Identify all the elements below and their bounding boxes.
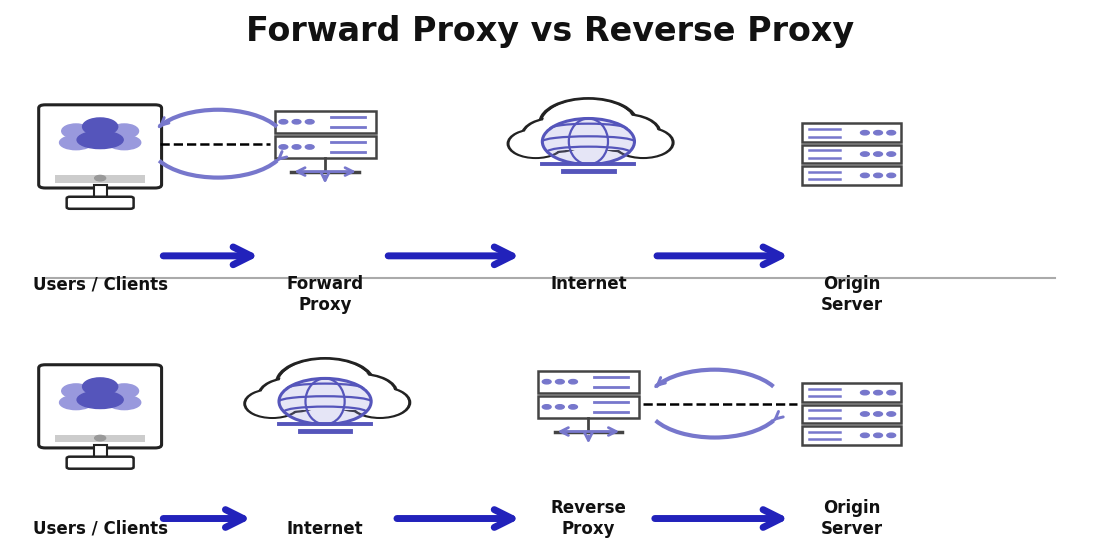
Circle shape: [614, 128, 673, 157]
Bar: [265, 398, 385, 412]
Circle shape: [860, 412, 869, 416]
Bar: [94, 444, 107, 458]
Bar: [275, 111, 375, 133]
Circle shape: [110, 124, 139, 138]
Circle shape: [556, 405, 564, 409]
Circle shape: [95, 436, 106, 441]
Circle shape: [873, 173, 882, 178]
FancyBboxPatch shape: [67, 197, 133, 209]
Bar: [55, 119, 145, 172]
Circle shape: [616, 129, 671, 156]
Bar: [55, 379, 145, 432]
Bar: [802, 405, 901, 424]
Bar: [802, 123, 901, 142]
Circle shape: [82, 118, 118, 135]
Circle shape: [887, 173, 895, 178]
Ellipse shape: [108, 395, 141, 410]
Text: Users / Clients: Users / Clients: [33, 275, 167, 293]
Bar: [538, 396, 639, 418]
Circle shape: [860, 433, 869, 438]
Circle shape: [873, 433, 882, 438]
Circle shape: [82, 378, 118, 395]
Circle shape: [306, 119, 315, 124]
Circle shape: [508, 130, 563, 157]
Bar: [528, 138, 649, 152]
Circle shape: [887, 433, 895, 438]
Circle shape: [327, 376, 394, 409]
Text: Internet: Internet: [550, 275, 627, 293]
Ellipse shape: [77, 131, 123, 149]
Circle shape: [324, 375, 396, 411]
Circle shape: [887, 152, 895, 156]
Text: Users / Clients: Users / Clients: [33, 520, 167, 538]
Bar: [94, 185, 107, 199]
Bar: [802, 383, 901, 402]
Circle shape: [873, 412, 882, 416]
Text: Internet: Internet: [287, 520, 363, 538]
Circle shape: [510, 131, 561, 156]
Circle shape: [556, 379, 564, 384]
Ellipse shape: [59, 135, 92, 150]
Circle shape: [860, 130, 869, 135]
Circle shape: [95, 175, 106, 181]
Circle shape: [542, 405, 551, 409]
Circle shape: [543, 101, 634, 145]
Circle shape: [246, 391, 298, 416]
Bar: [267, 398, 383, 410]
Circle shape: [279, 119, 288, 124]
Text: Origin
Server: Origin Server: [821, 499, 883, 538]
Bar: [530, 138, 647, 150]
FancyBboxPatch shape: [39, 105, 162, 188]
Circle shape: [569, 405, 578, 409]
Circle shape: [62, 124, 90, 138]
FancyBboxPatch shape: [67, 456, 133, 469]
Ellipse shape: [59, 395, 92, 410]
Circle shape: [262, 379, 322, 410]
Circle shape: [279, 378, 371, 425]
Circle shape: [306, 145, 315, 149]
Circle shape: [245, 390, 300, 417]
Circle shape: [587, 114, 660, 151]
Circle shape: [352, 389, 407, 416]
Ellipse shape: [77, 391, 123, 409]
Circle shape: [873, 390, 882, 395]
FancyBboxPatch shape: [39, 365, 162, 448]
Circle shape: [590, 116, 657, 150]
Circle shape: [873, 152, 882, 156]
Circle shape: [279, 145, 288, 149]
Circle shape: [542, 379, 551, 384]
Text: Reverse
Proxy: Reverse Proxy: [550, 499, 626, 538]
Circle shape: [293, 145, 301, 149]
Ellipse shape: [108, 135, 141, 150]
Circle shape: [260, 378, 326, 411]
Text: Forward
Proxy: Forward Proxy: [286, 275, 364, 314]
Circle shape: [350, 388, 409, 417]
Circle shape: [110, 384, 139, 398]
Circle shape: [280, 360, 370, 405]
Circle shape: [293, 119, 301, 124]
Bar: [802, 166, 901, 185]
Bar: [802, 426, 901, 444]
Bar: [55, 435, 145, 442]
Bar: [55, 175, 145, 183]
Circle shape: [873, 130, 882, 135]
Circle shape: [62, 384, 90, 398]
Circle shape: [525, 120, 586, 150]
Bar: [802, 145, 901, 163]
Circle shape: [540, 99, 637, 147]
Bar: [275, 136, 375, 158]
Circle shape: [860, 390, 869, 395]
Bar: [538, 371, 639, 393]
Circle shape: [887, 390, 895, 395]
Circle shape: [860, 152, 869, 156]
Circle shape: [522, 118, 588, 151]
Circle shape: [569, 379, 578, 384]
Circle shape: [542, 118, 635, 164]
Circle shape: [887, 130, 895, 135]
Circle shape: [277, 359, 373, 407]
Text: Forward Proxy vs Reverse Proxy: Forward Proxy vs Reverse Proxy: [246, 15, 854, 48]
Text: Origin
Server: Origin Server: [821, 275, 883, 314]
Circle shape: [887, 412, 895, 416]
Circle shape: [860, 173, 869, 178]
